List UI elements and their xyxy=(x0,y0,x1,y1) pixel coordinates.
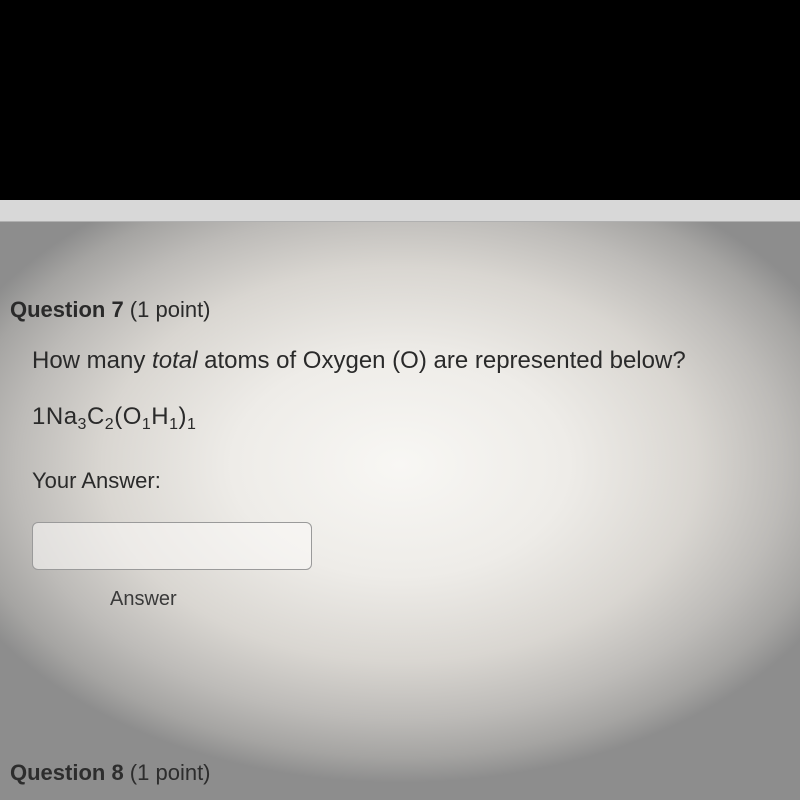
prompt-prefix: How many xyxy=(32,347,152,374)
question-7-body: How many total atoms of Oxygen (O) are r… xyxy=(10,347,800,611)
your-answer-label: Your Answer: xyxy=(32,468,800,494)
question-8-number: Question 8 xyxy=(10,760,124,785)
question-7-prompt: How many total atoms of Oxygen (O) are r… xyxy=(32,347,800,375)
formula-s3: 1 xyxy=(142,416,151,433)
top-divider-bar xyxy=(0,200,800,222)
prompt-italic: total xyxy=(152,347,197,374)
black-top-band xyxy=(0,0,800,200)
question-7-number: Question 7 xyxy=(10,297,124,322)
formula-p1: Na xyxy=(46,403,78,430)
question-7-points: (1 point) xyxy=(124,297,211,322)
question-7-container: Question 7 (1 point) How many total atom… xyxy=(0,297,800,611)
formula-p4: H xyxy=(151,403,169,430)
formula-s2: 2 xyxy=(105,416,114,433)
formula-s1: 3 xyxy=(78,416,87,433)
question-8-points: (1 point) xyxy=(124,760,211,785)
formula-p5: ) xyxy=(179,403,188,430)
question-8-header: Question 8 (1 point) xyxy=(10,760,211,786)
answer-input[interactable] xyxy=(32,522,312,570)
formula-p2: C xyxy=(87,403,105,430)
chemical-formula: 1Na3C2(O1H1)1 xyxy=(32,403,800,434)
formula-p3: (O xyxy=(114,403,142,430)
formula-s5: 1 xyxy=(187,416,196,433)
content-area: Question 7 (1 point) How many total atom… xyxy=(0,222,800,800)
formula-coeff: 1 xyxy=(32,403,46,430)
prompt-suffix: atoms of Oxygen (O) are represented belo… xyxy=(197,347,685,374)
formula-s4: 1 xyxy=(169,416,178,433)
answer-caption: Answer xyxy=(32,588,800,611)
question-7-header: Question 7 (1 point) xyxy=(10,297,800,323)
